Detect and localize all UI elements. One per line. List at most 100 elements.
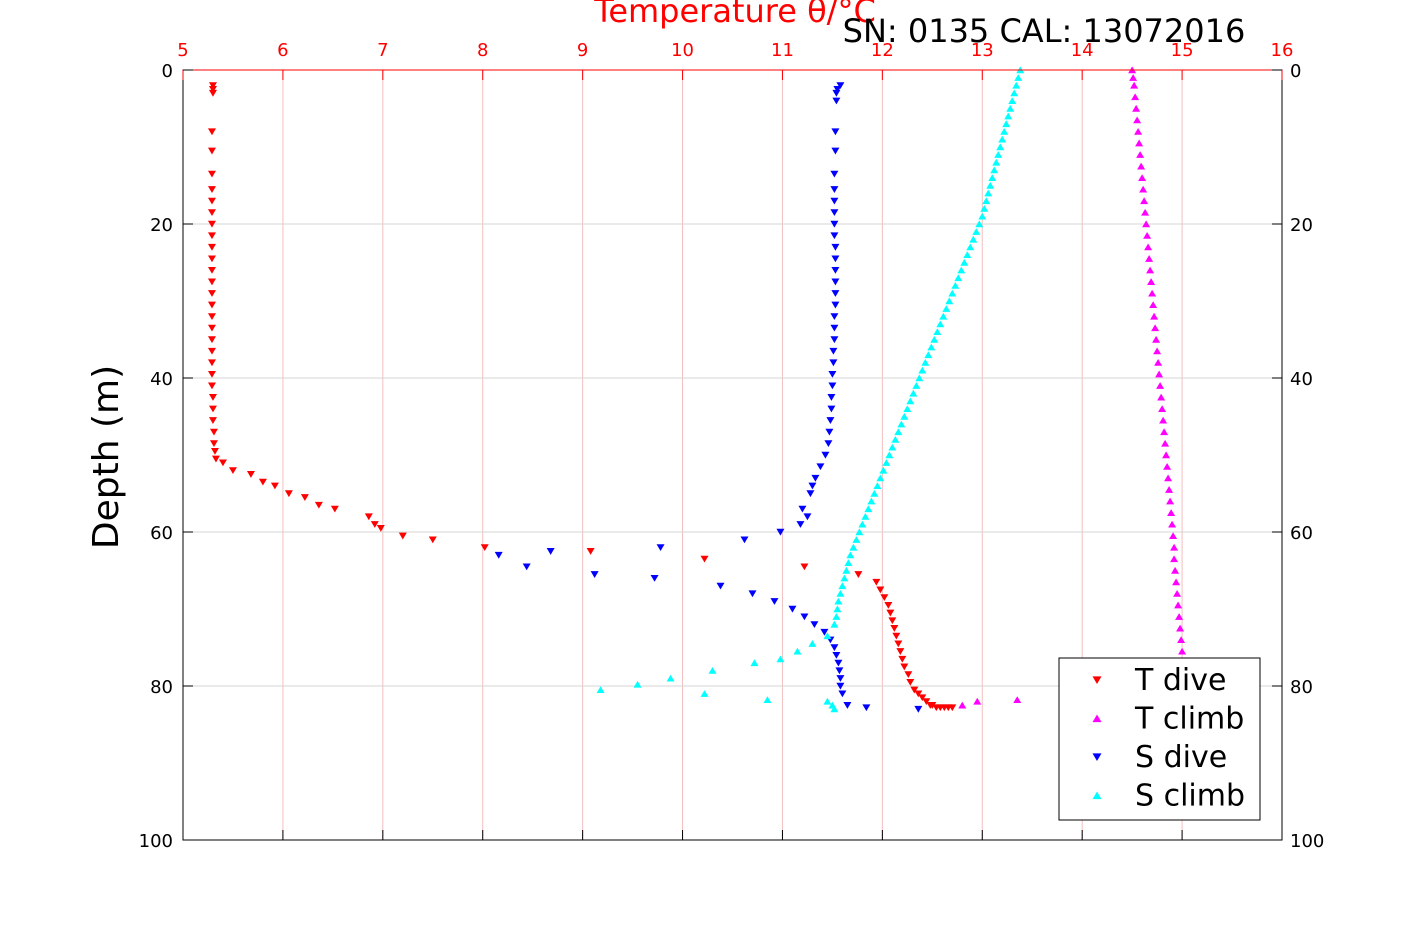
- point-s-dive: [776, 528, 785, 536]
- point-s-dive: [831, 278, 840, 286]
- point-t-climb: [1149, 301, 1158, 309]
- point-s-climb: [1014, 74, 1023, 81]
- point-s-climb: [864, 505, 873, 513]
- point-t-climb: [1141, 208, 1150, 216]
- point-s-climb: [633, 680, 642, 688]
- x-tick-label: 9: [577, 40, 588, 61]
- point-t-dive: [207, 278, 216, 286]
- point-t-climb: [1132, 104, 1141, 112]
- point-t-dive: [904, 671, 913, 679]
- point-s-climb: [969, 235, 978, 243]
- point-t-climb: [1145, 255, 1154, 262]
- point-t-climb: [1154, 359, 1163, 366]
- x-tick-label: 14: [1071, 40, 1094, 61]
- point-s-climb: [830, 705, 839, 713]
- point-s-dive: [828, 382, 837, 390]
- point-t-dive: [480, 544, 489, 551]
- point-s-dive: [830, 220, 839, 228]
- point-t-climb: [1137, 162, 1146, 170]
- legend-label-t-dive: T dive: [1134, 663, 1226, 698]
- point-t-climb: [1155, 370, 1164, 378]
- point-s-climb: [823, 697, 832, 705]
- y-tick-label-left: 60: [150, 523, 173, 544]
- point-s-climb: [951, 282, 960, 289]
- point-s-climb: [966, 243, 975, 251]
- point-t-climb: [1174, 601, 1183, 609]
- point-t-dive: [246, 471, 255, 478]
- point-s-climb: [700, 690, 709, 697]
- legend-marker-s-dive: [1092, 753, 1102, 762]
- point-s-climb: [842, 566, 851, 574]
- point-t-dive: [207, 197, 216, 205]
- point-s-climb: [998, 135, 1007, 143]
- point-s-dive: [835, 667, 844, 675]
- y-tick-label-right: 40: [1290, 369, 1313, 390]
- point-s-dive: [546, 548, 555, 555]
- x-tick-label: 12: [871, 40, 894, 61]
- point-s-climb: [921, 359, 930, 366]
- point-s-dive: [716, 582, 725, 590]
- point-t-dive: [207, 290, 216, 297]
- point-t-climb: [1142, 220, 1151, 228]
- point-t-climb: [1138, 174, 1147, 181]
- point-s-climb: [844, 559, 853, 566]
- point-s-dive: [816, 463, 825, 471]
- point-t-dive: [376, 524, 385, 532]
- y-tick-label-left: 20: [150, 215, 173, 236]
- point-s-climb: [891, 436, 900, 443]
- point-s-dive: [827, 394, 836, 401]
- point-s-dive: [832, 652, 841, 659]
- point-s-climb: [1012, 81, 1021, 89]
- point-s-climb: [957, 266, 966, 274]
- point-s-climb: [596, 686, 605, 694]
- point-s-climb: [840, 574, 849, 582]
- point-t-dive: [890, 625, 899, 632]
- point-s-climb: [882, 459, 891, 466]
- point-s-climb: [996, 143, 1005, 151]
- point-t-dive: [800, 563, 809, 571]
- point-s-climb: [939, 312, 948, 320]
- point-t-dive: [207, 267, 216, 274]
- point-t-dive: [330, 505, 339, 513]
- point-s-dive: [843, 702, 852, 709]
- point-s-climb: [906, 397, 915, 405]
- x-tick-label: 10: [671, 40, 694, 61]
- x-tick-label: 16: [1271, 40, 1294, 61]
- point-t-dive: [314, 501, 323, 509]
- point-s-dive: [914, 705, 923, 713]
- point-s-dive: [834, 659, 843, 667]
- y-tick-label-left: 100: [139, 831, 173, 852]
- x-tick-label: 8: [477, 40, 488, 61]
- point-t-climb: [1162, 451, 1171, 459]
- point-t-climb: [1153, 347, 1162, 355]
- point-s-dive: [770, 598, 779, 605]
- point-s-dive: [836, 82, 845, 89]
- point-s-dive: [810, 621, 819, 628]
- x-tick-label: 7: [377, 40, 388, 61]
- point-s-climb: [933, 328, 942, 335]
- point-s-climb: [930, 335, 939, 343]
- point-t-dive: [209, 428, 218, 436]
- point-t-dive: [884, 601, 893, 609]
- point-t-climb: [1147, 278, 1156, 285]
- point-s-climb: [666, 674, 675, 682]
- x-tick-label: 13: [971, 40, 994, 61]
- point-t-climb: [1130, 81, 1139, 89]
- point-t-dive: [428, 536, 437, 544]
- point-s-dive: [788, 605, 797, 613]
- point-t-climb: [1173, 590, 1182, 597]
- point-s-dive: [830, 336, 839, 344]
- point-t-climb: [1139, 185, 1148, 193]
- point-s-climb: [945, 297, 954, 305]
- point-t-climb: [1136, 151, 1145, 158]
- point-s-climb: [833, 605, 842, 613]
- point-t-climb: [973, 697, 982, 705]
- x-tick-label: 5: [177, 40, 188, 61]
- point-t-dive: [364, 513, 373, 521]
- point-s-dive: [830, 313, 839, 320]
- point-t-climb: [1148, 289, 1157, 297]
- point-s-dive: [836, 675, 845, 682]
- chart-title: Temperature θ/°C: [593, 0, 876, 30]
- point-t-dive: [208, 417, 217, 424]
